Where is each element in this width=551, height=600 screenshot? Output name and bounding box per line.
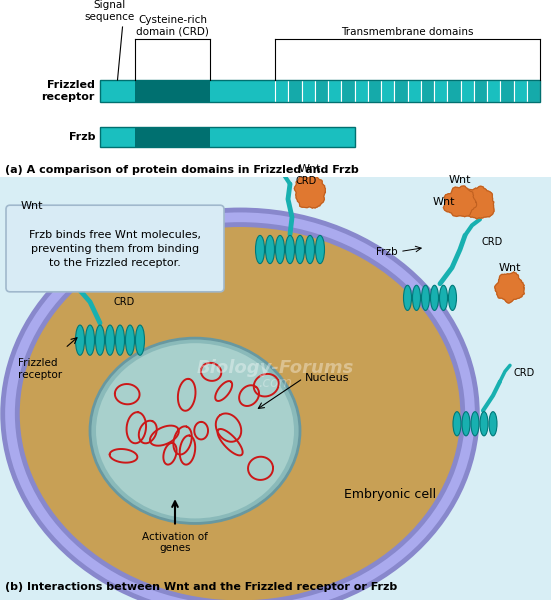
Text: (a) A comparison of protein domains in Frizzled and Frzb: (a) A comparison of protein domains in F… xyxy=(5,165,359,175)
Ellipse shape xyxy=(462,412,470,436)
Text: CRD: CRD xyxy=(513,368,534,379)
Ellipse shape xyxy=(256,235,264,263)
Bar xyxy=(500,80,514,102)
Polygon shape xyxy=(444,186,477,217)
Text: Embryonic cell: Embryonic cell xyxy=(344,488,436,501)
Bar xyxy=(288,80,301,102)
Ellipse shape xyxy=(422,285,429,310)
Ellipse shape xyxy=(305,235,315,263)
Text: CRD: CRD xyxy=(482,238,503,247)
Bar xyxy=(434,80,447,102)
Bar xyxy=(527,80,540,102)
Bar xyxy=(100,80,540,102)
Ellipse shape xyxy=(136,325,144,355)
Bar xyxy=(514,80,527,102)
Text: .com: .com xyxy=(258,376,293,391)
Bar xyxy=(301,80,315,102)
Ellipse shape xyxy=(105,325,115,355)
FancyBboxPatch shape xyxy=(6,205,224,292)
Text: CRD: CRD xyxy=(114,297,135,307)
Ellipse shape xyxy=(295,235,305,263)
Bar xyxy=(487,80,500,102)
Text: Cysteine-rich
domain (CRD): Cysteine-rich domain (CRD) xyxy=(136,16,209,37)
Ellipse shape xyxy=(480,412,488,436)
Text: (b) Interactions between Wnt and the Frizzled receptor or Frzb: (b) Interactions between Wnt and the Fri… xyxy=(5,582,397,592)
Text: Wnt: Wnt xyxy=(299,164,321,174)
Text: Frzb binds free Wnt molecules,
preventing them from binding
to the Frizzled rece: Frzb binds free Wnt molecules, preventin… xyxy=(29,230,201,268)
Ellipse shape xyxy=(440,285,447,310)
Ellipse shape xyxy=(449,285,456,310)
Text: Wnt: Wnt xyxy=(433,197,456,207)
Text: Transmembrane domains: Transmembrane domains xyxy=(341,27,474,37)
Bar xyxy=(368,80,381,102)
Ellipse shape xyxy=(116,325,125,355)
Bar xyxy=(135,127,210,147)
Bar xyxy=(275,80,288,102)
Text: Signal
sequence: Signal sequence xyxy=(84,1,134,22)
Bar xyxy=(447,80,461,102)
Text: Frizzled
receptor: Frizzled receptor xyxy=(18,358,62,380)
Ellipse shape xyxy=(126,325,134,355)
Polygon shape xyxy=(495,272,524,303)
Ellipse shape xyxy=(403,285,412,310)
Bar xyxy=(135,80,210,102)
Text: Frizzled
receptor: Frizzled receptor xyxy=(42,80,95,102)
Text: Frzb: Frzb xyxy=(376,247,398,257)
Text: CRD: CRD xyxy=(295,176,316,186)
Polygon shape xyxy=(23,215,56,250)
Bar xyxy=(210,127,355,147)
Ellipse shape xyxy=(489,412,497,436)
Ellipse shape xyxy=(266,235,274,263)
Bar xyxy=(461,80,474,102)
Ellipse shape xyxy=(453,412,461,436)
Ellipse shape xyxy=(413,285,420,310)
Ellipse shape xyxy=(85,325,95,355)
Text: Frzb: Frzb xyxy=(68,132,95,142)
Ellipse shape xyxy=(96,343,294,518)
Ellipse shape xyxy=(471,412,479,436)
Bar xyxy=(421,80,434,102)
Ellipse shape xyxy=(276,235,284,263)
Text: Nucleus: Nucleus xyxy=(305,373,349,383)
Bar xyxy=(328,80,341,102)
Ellipse shape xyxy=(285,235,294,263)
Bar xyxy=(210,80,275,102)
Text: Wnt: Wnt xyxy=(499,263,521,272)
Text: Wnt: Wnt xyxy=(21,201,43,211)
Bar xyxy=(100,127,355,147)
Ellipse shape xyxy=(95,325,105,355)
Ellipse shape xyxy=(90,338,300,523)
Bar xyxy=(100,80,135,102)
Text: Activation of
genes: Activation of genes xyxy=(142,532,208,553)
Bar xyxy=(474,80,487,102)
Bar xyxy=(354,80,368,102)
Bar xyxy=(395,80,408,102)
Ellipse shape xyxy=(430,285,439,310)
Text: Biology-Forums: Biology-Forums xyxy=(197,359,354,377)
Bar xyxy=(100,127,135,147)
Ellipse shape xyxy=(75,325,84,355)
Polygon shape xyxy=(294,175,325,208)
Polygon shape xyxy=(462,186,494,219)
Bar xyxy=(381,80,395,102)
Bar xyxy=(315,80,328,102)
Text: Wnt: Wnt xyxy=(449,175,471,185)
Bar xyxy=(408,80,421,102)
Ellipse shape xyxy=(10,217,470,600)
Bar xyxy=(341,80,354,102)
Ellipse shape xyxy=(316,235,325,263)
